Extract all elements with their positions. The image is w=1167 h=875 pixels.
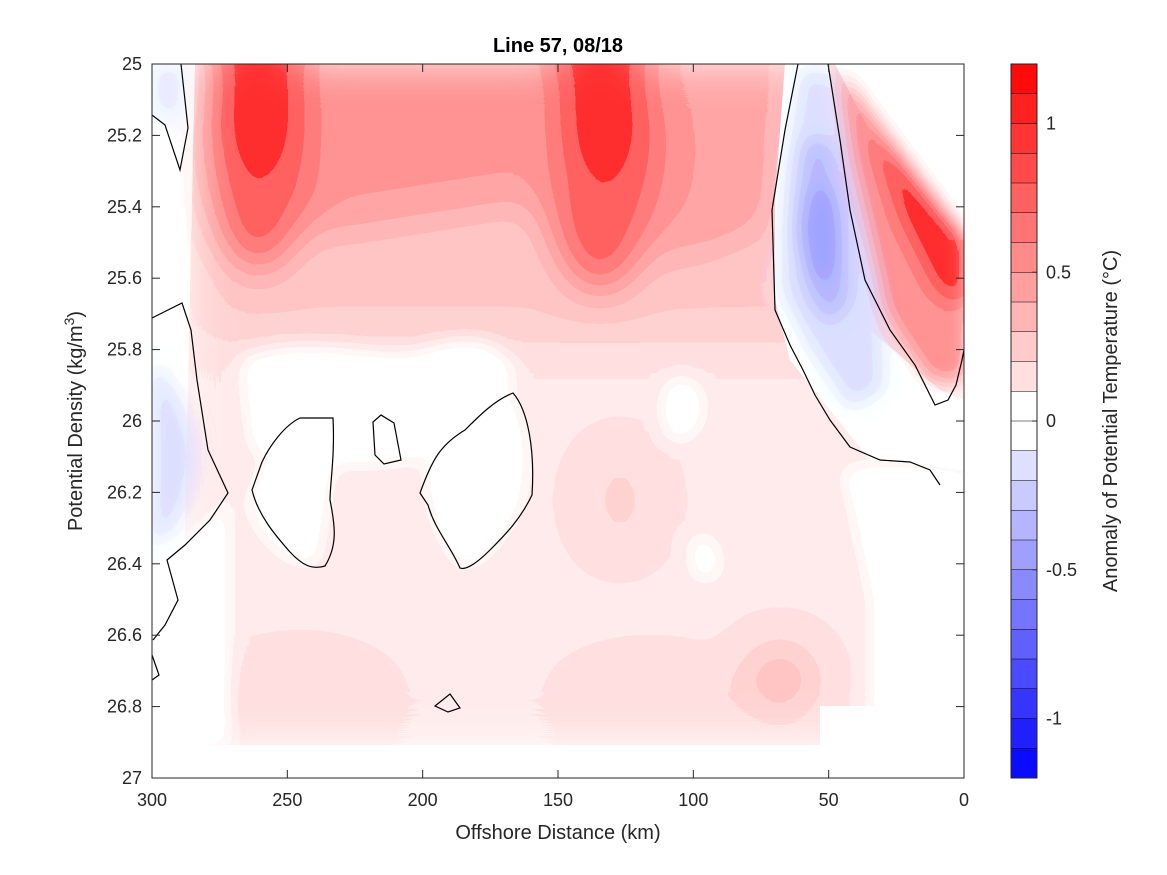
colorbar-swatch <box>1011 718 1037 749</box>
y-tick-label: 25 <box>122 54 142 74</box>
colorbar-swatch <box>1011 123 1037 154</box>
colorbar-swatch <box>1011 540 1037 571</box>
y-tick-label: 26.2 <box>107 482 142 502</box>
colorbar-tick-label: -0.5 <box>1046 560 1077 580</box>
x-tick-label: 300 <box>137 790 167 810</box>
colorbar-swatch <box>1011 331 1037 362</box>
x-tick-label: 250 <box>272 790 302 810</box>
y-tick-label: 26 <box>122 411 142 431</box>
x-tick-label: 100 <box>678 790 708 810</box>
colorbar-swatch <box>1011 302 1037 333</box>
colorbar-swatch <box>1011 391 1037 422</box>
x-tick-label: 50 <box>819 790 839 810</box>
colorbar-tick-label: 0.5 <box>1046 262 1071 282</box>
contour-field <box>152 64 964 778</box>
x-tick-label: 0 <box>959 790 969 810</box>
colorbar-swatch <box>1011 183 1037 214</box>
colorbar-swatch <box>1011 421 1037 452</box>
y-tick-label: 26.6 <box>107 625 142 645</box>
colorbar-swatch <box>1011 599 1037 630</box>
colorbar-swatch <box>1011 510 1037 541</box>
colorbar: 1 0.5 0 -0.5 -1 <box>1010 63 1077 779</box>
chart-title: Line 57, 08/18 <box>493 35 623 57</box>
y-tick-label: 25.8 <box>107 340 142 360</box>
colorbar-swatch <box>1011 361 1037 392</box>
y-tick-label: 26.8 <box>107 697 142 717</box>
colorbar-swatch <box>1011 629 1037 660</box>
colorbar-swatch <box>1011 212 1037 243</box>
colorbar-swatch <box>1011 93 1037 124</box>
colorbar-swatch <box>1011 688 1037 719</box>
zero-contour-lines <box>152 64 964 713</box>
x-tick-label: 150 <box>543 790 573 810</box>
colorbar-swatch <box>1011 242 1037 273</box>
colorbar-tick-label: 1 <box>1046 114 1056 134</box>
y-tick-label: 25.4 <box>107 197 142 217</box>
colorbar-swatch <box>1011 480 1037 511</box>
colorbar-tick-label: 0 <box>1046 411 1056 431</box>
colorbar-label: Anomaly of Potential Temperature (°C) <box>1100 250 1122 592</box>
x-axis: 300 250 200 150 100 50 0 <box>137 64 969 810</box>
y-tick-label: 26.4 <box>107 554 142 574</box>
colorbar-swatch <box>1011 153 1037 184</box>
x-tick-label: 200 <box>408 790 438 810</box>
colorbar-swatch <box>1011 272 1037 303</box>
y-axis-label: Potential Density (kg/m3) <box>61 311 87 531</box>
y-tick-label: 25.6 <box>107 268 142 288</box>
colorbar-swatch <box>1011 450 1037 481</box>
x-axis-label: Offshore Distance (km) <box>455 822 660 844</box>
colorbar-swatch <box>1011 748 1037 779</box>
colorbar-swatch <box>1011 659 1037 690</box>
y-tick-label: 27 <box>122 768 142 788</box>
colorbar-swatch <box>1011 569 1037 600</box>
y-axis: 25 25.2 25.4 25.6 25.8 26 26.2 26.4 26.6 26.8 27 <box>107 54 964 788</box>
y-tick-label: 25.2 <box>107 125 142 145</box>
colorbar-swatch <box>1011 64 1037 95</box>
colorbar-tick-label: -1 <box>1046 709 1062 729</box>
